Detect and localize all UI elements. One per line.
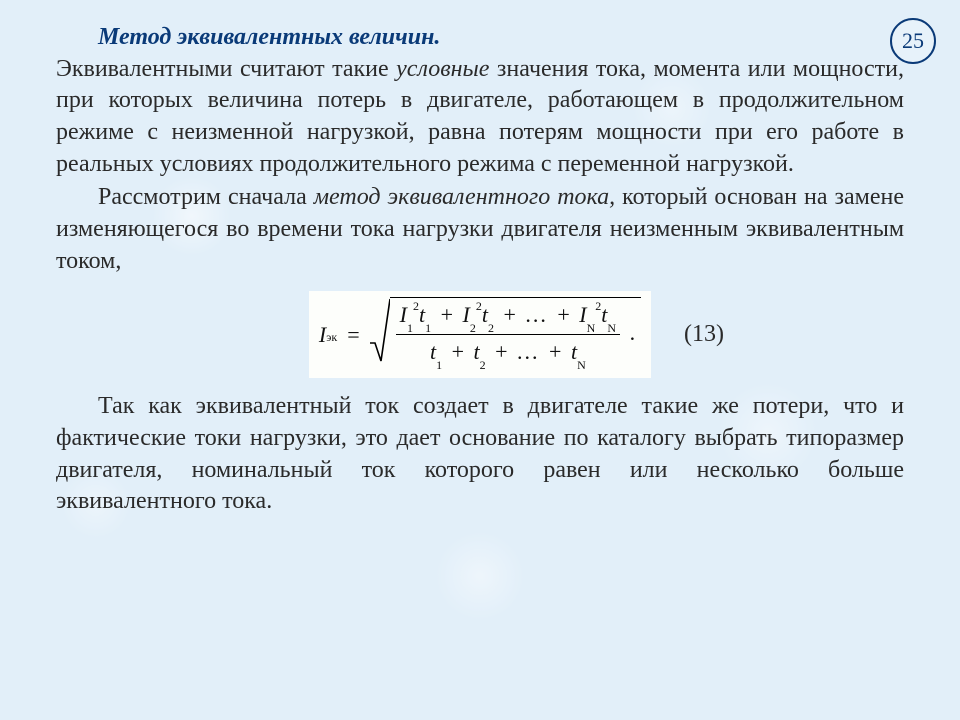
paragraph-3: Так как эквивалентный ток создает в двиг…	[56, 391, 904, 518]
numerator: I12t1 + I22t2 + ... + IN2tN	[396, 300, 620, 335]
page-number-badge: 25	[890, 18, 936, 64]
denominator: t1 + t2 + ... + tN	[396, 335, 620, 369]
p2-term: метод эквивалентного тока,	[314, 184, 615, 210]
p2-lead: Рассмотрим сначала	[98, 184, 314, 210]
formula-row: Iэк = I12t1 + I22t2 + ..	[56, 291, 904, 377]
slide-content: Метод эквивалентных величин. Эквивалентн…	[0, 0, 960, 518]
formula-lhs: Iэк	[319, 320, 337, 349]
section-title: Метод эквивалентных величин.	[98, 24, 440, 50]
formula-period: .	[630, 320, 636, 345]
p1-lead: Эквивалентными считают такие	[56, 56, 396, 82]
paragraph-title-and-p1: Метод эквивалентных величин. Эквивалентн…	[56, 22, 904, 180]
formula-box: Iэк = I12t1 + I22t2 + ..	[309, 291, 651, 377]
equation-number: (13)	[684, 319, 724, 351]
lhs-symbol: I	[319, 320, 326, 349]
radical-sign	[370, 297, 390, 371]
paragraph-2: Рассмотрим сначала метод эквивалентного …	[56, 182, 904, 277]
fraction: I12t1 + I22t2 + ... + IN2tN t1 + t2	[396, 300, 620, 369]
equals-sign: =	[347, 320, 359, 349]
square-root: I12t1 + I22t2 + ... + IN2tN t1 + t2	[370, 297, 641, 371]
radicand: I12t1 + I22t2 + ... + IN2tN t1 + t2	[390, 297, 641, 371]
p1-term: условные	[396, 56, 489, 82]
lhs-subscript: эк	[326, 330, 337, 346]
